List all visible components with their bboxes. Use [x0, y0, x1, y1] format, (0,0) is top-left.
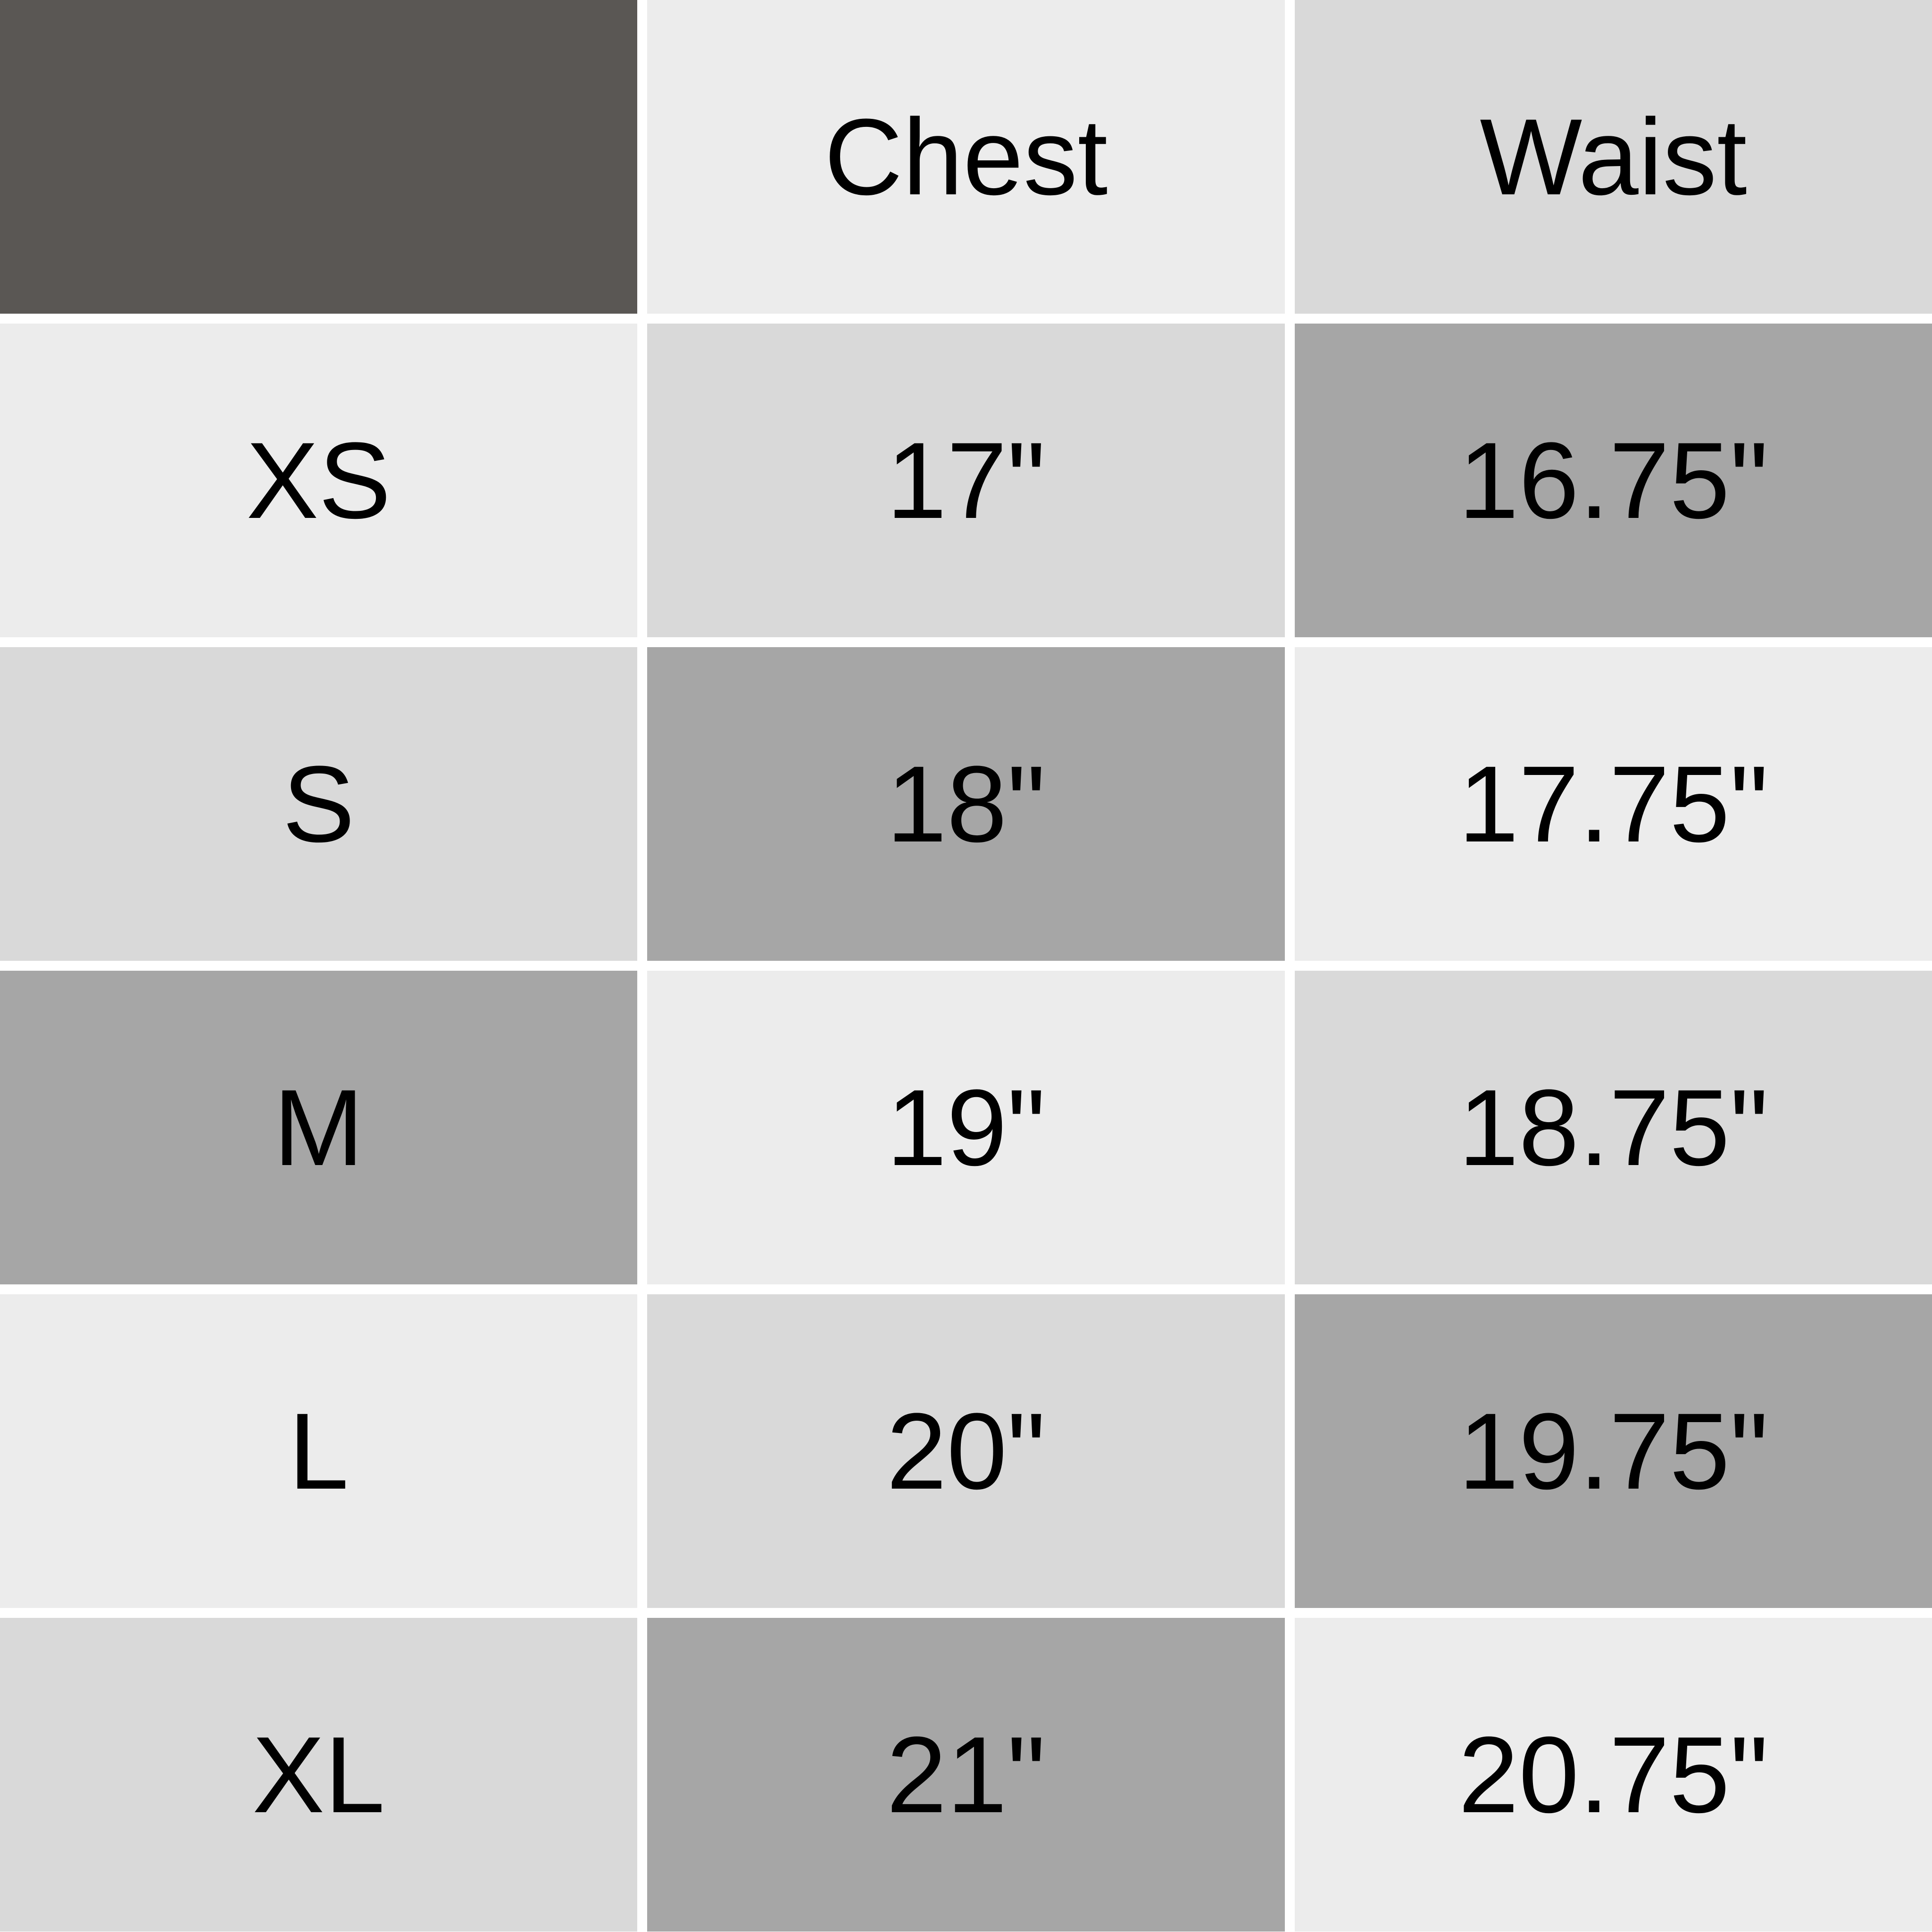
row-chest: 21" [647, 1618, 1285, 1932]
row-waist: 16.75" [1295, 324, 1932, 637]
header-chest: Chest [647, 0, 1285, 314]
row-size: L [0, 1294, 637, 1608]
row-waist: 19.75" [1295, 1294, 1932, 1608]
row-size: XL [0, 1618, 637, 1932]
row-waist: 17.75" [1295, 647, 1932, 961]
row-chest: 18" [647, 647, 1285, 961]
row-chest: 17" [647, 324, 1285, 637]
row-size: M [0, 971, 637, 1284]
row-chest: 20" [647, 1294, 1285, 1608]
row-size: S [0, 647, 637, 961]
header-waist: Waist [1295, 0, 1932, 314]
row-size: XS [0, 324, 637, 637]
header-corner-cell [0, 0, 637, 314]
row-chest: 19" [647, 971, 1285, 1284]
row-waist: 20.75" [1295, 1618, 1932, 1932]
row-waist: 18.75" [1295, 971, 1932, 1284]
